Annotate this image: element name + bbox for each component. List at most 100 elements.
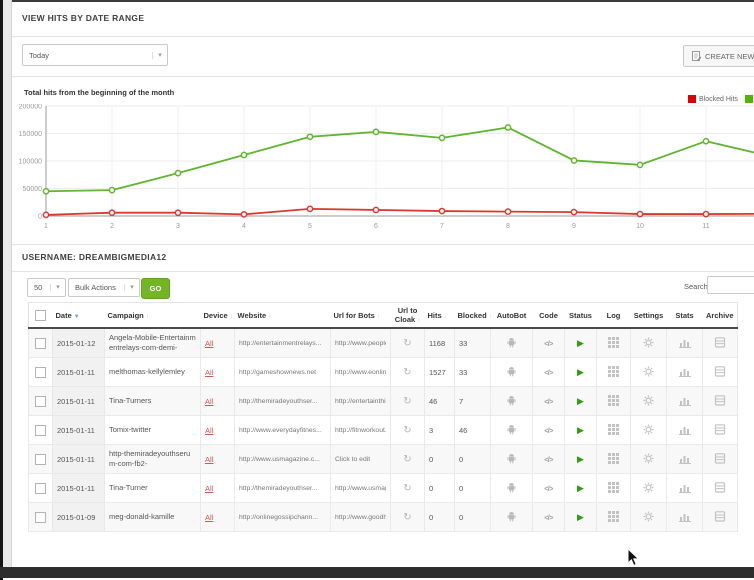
- device-link[interactable]: All: [205, 396, 214, 406]
- stats-bar-chart-icon[interactable]: [678, 453, 691, 464]
- page-size-select[interactable]: 50 ▾: [27, 278, 66, 297]
- bulk-actions-select[interactable]: Bulk Actions ▾: [68, 278, 140, 297]
- code-icon[interactable]: </>: [544, 340, 553, 348]
- stats-bar-chart-icon[interactable]: [678, 366, 691, 377]
- stats-bar-chart-icon[interactable]: [678, 511, 691, 522]
- stats-bar-chart-icon[interactable]: [678, 337, 691, 348]
- autobot-android-icon[interactable]: [506, 394, 517, 406]
- code-icon[interactable]: </>: [544, 485, 553, 493]
- settings-gear-icon[interactable]: [643, 481, 654, 493]
- sort-desc-icon[interactable]: ▼: [73, 313, 80, 320]
- website-url[interactable]: http://onlinegossipchann...: [239, 513, 318, 521]
- column-header-cloak[interactable]: Url to Cloak ↕: [390, 302, 425, 329]
- archive-box-icon[interactable]: [714, 452, 726, 464]
- bots-url[interactable]: http://fitnworkout.com/: [335, 426, 386, 434]
- cloak-refresh-icon[interactable]: ↻: [403, 424, 412, 436]
- archive-box-icon[interactable]: [714, 365, 726, 377]
- bots-url[interactable]: Click to edit: [335, 455, 371, 463]
- device-link[interactable]: All: [205, 512, 214, 522]
- status-play-icon[interactable]: ▶: [577, 366, 584, 377]
- device-link[interactable]: All: [205, 425, 214, 435]
- go-button[interactable]: GO: [141, 278, 170, 299]
- code-icon[interactable]: </>: [544, 456, 553, 464]
- website-url[interactable]: http://gameshownews.net: [239, 368, 317, 376]
- archive-box-icon[interactable]: [714, 336, 726, 348]
- settings-gear-icon[interactable]: [643, 365, 654, 377]
- archive-box-icon[interactable]: [714, 423, 726, 435]
- autobot-android-icon[interactable]: [506, 336, 517, 348]
- website-url[interactable]: http://www.everydayfitnes...: [239, 426, 322, 434]
- stats-bar-chart-icon[interactable]: [678, 482, 691, 493]
- cloak-refresh-icon[interactable]: ↻: [403, 453, 412, 465]
- settings-gear-icon[interactable]: [643, 336, 654, 348]
- settings-gear-icon[interactable]: [643, 423, 654, 435]
- code-icon[interactable]: </>: [544, 398, 553, 406]
- search-input[interactable]: [707, 276, 754, 294]
- status-play-icon[interactable]: ▶: [577, 424, 584, 435]
- device-link[interactable]: All: [205, 338, 214, 348]
- row-checkbox[interactable]: [35, 337, 46, 349]
- sort-icon[interactable]: ↕: [268, 313, 272, 320]
- code-icon[interactable]: </>: [544, 369, 553, 377]
- column-header-date[interactable]: Date ▼: [52, 302, 105, 329]
- archive-box-icon[interactable]: [714, 481, 726, 493]
- settings-gear-icon[interactable]: [643, 452, 654, 464]
- cloak-refresh-icon[interactable]: ↻: [403, 482, 412, 494]
- stats-bar-chart-icon[interactable]: [678, 395, 691, 406]
- website-url[interactable]: http://www.usmagazine.c...: [239, 455, 320, 463]
- autobot-android-icon[interactable]: [506, 481, 517, 493]
- date-range-select[interactable]: Today ▾: [22, 44, 168, 66]
- autobot-android-icon[interactable]: [506, 510, 517, 522]
- status-play-icon[interactable]: ▶: [577, 482, 584, 493]
- column-header-bots[interactable]: Url for Bots ↕: [330, 302, 391, 329]
- row-checkbox[interactable]: [35, 366, 46, 378]
- row-checkbox[interactable]: [35, 511, 46, 523]
- bots-url[interactable]: http://www.people.com/ar...: [335, 339, 386, 347]
- cloak-refresh-icon[interactable]: ↻: [403, 511, 412, 523]
- device-link[interactable]: All: [205, 483, 214, 493]
- website-url[interactable]: http://themiradeyouthser...: [239, 484, 318, 492]
- autobot-android-icon[interactable]: [506, 365, 517, 377]
- select-all-checkbox[interactable]: [35, 309, 47, 321]
- bots-url[interactable]: http://entertainthis.usatod...: [335, 397, 386, 405]
- column-header-device[interactable]: Device ↕: [200, 302, 235, 329]
- autobot-android-icon[interactable]: [506, 452, 517, 464]
- create-campaign-button[interactable]: CREATE NEW CAMPAIGN: [683, 45, 754, 67]
- row-checkbox[interactable]: [35, 453, 46, 465]
- stats-bar-chart-icon[interactable]: [678, 424, 691, 435]
- status-play-icon[interactable]: ▶: [577, 337, 584, 348]
- code-icon[interactable]: </>: [544, 427, 553, 435]
- status-play-icon[interactable]: ▶: [577, 395, 584, 406]
- sort-icon[interactable]: ↕: [376, 313, 380, 320]
- device-link[interactable]: All: [205, 454, 214, 464]
- autobot-android-icon[interactable]: [506, 423, 517, 435]
- settings-gear-icon[interactable]: [643, 394, 654, 406]
- row-checkbox[interactable]: [35, 395, 46, 407]
- column-header-hits[interactable]: Hits ↕: [424, 302, 455, 329]
- status-play-icon[interactable]: ▶: [577, 511, 584, 522]
- log-grid-icon[interactable]: [608, 452, 619, 464]
- sort-icon[interactable]: ↕: [443, 313, 447, 320]
- archive-box-icon[interactable]: [714, 510, 726, 522]
- log-grid-icon[interactable]: [608, 481, 619, 493]
- code-icon[interactable]: </>: [544, 514, 553, 522]
- sort-icon[interactable]: ↕: [145, 313, 149, 320]
- status-play-icon[interactable]: ▶: [577, 453, 584, 464]
- sort-icon[interactable]: ↕: [488, 313, 492, 320]
- cloak-refresh-icon[interactable]: ↻: [403, 337, 412, 349]
- log-grid-icon[interactable]: [608, 365, 619, 377]
- bots-url[interactable]: http://www.usmagazine.c...: [335, 484, 386, 492]
- column-header-website[interactable]: Website ↕: [234, 302, 331, 329]
- website-url[interactable]: http://themiradeyouthser...: [239, 397, 318, 405]
- cloak-refresh-icon[interactable]: ↻: [403, 366, 412, 378]
- column-header-campaign[interactable]: Campaign ↕: [104, 302, 201, 329]
- sort-icon[interactable]: ↕: [229, 313, 233, 320]
- bots-url[interactable]: http://www.goodhouseke...: [335, 513, 386, 521]
- column-header-blocked[interactable]: Blocked ↕: [454, 302, 492, 329]
- log-grid-icon[interactable]: [608, 510, 619, 522]
- sort-icon[interactable]: ↕: [417, 318, 421, 324]
- log-grid-icon[interactable]: [608, 423, 619, 435]
- bots-url[interactable]: http://www.eonline.com/n...: [335, 368, 386, 376]
- log-grid-icon[interactable]: [608, 394, 619, 406]
- archive-box-icon[interactable]: [714, 394, 726, 406]
